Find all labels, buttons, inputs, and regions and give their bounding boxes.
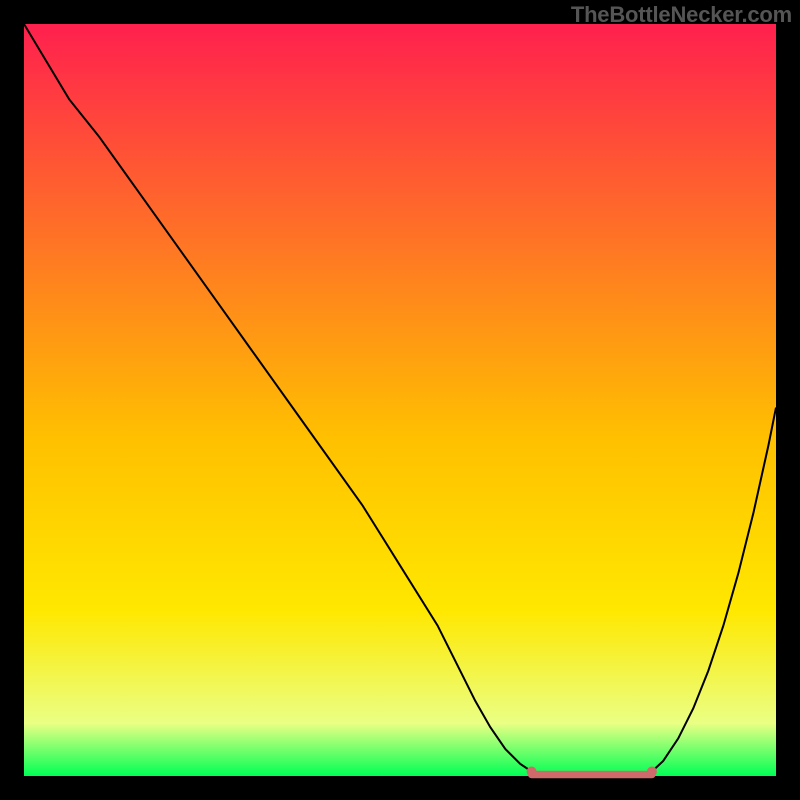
watermark-text: TheBottleNecker.com [571, 2, 792, 28]
optimal-band-left-cap [527, 766, 537, 776]
optimal-band-right-cap [647, 766, 657, 776]
gradient-background [24, 24, 776, 776]
plot-svg [0, 0, 800, 800]
bottleneck-chart: TheBottleNecker.com [0, 0, 800, 800]
